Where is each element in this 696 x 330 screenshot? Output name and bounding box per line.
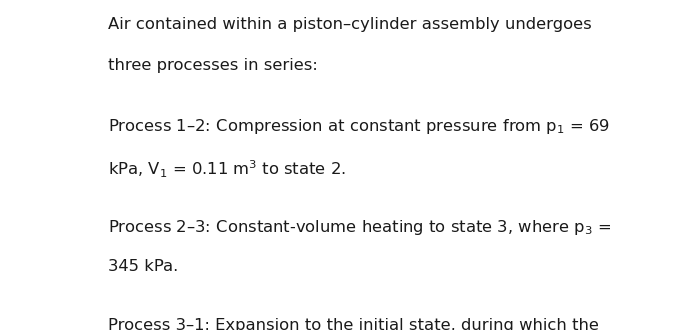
Text: Process 2–3: Constant-volume heating to state 3, where p$_{3}$ =: Process 2–3: Constant-volume heating to … [108, 218, 611, 237]
Text: kPa, V$_{1}$ = 0.11 m$^{3}$ to state 2.: kPa, V$_{1}$ = 0.11 m$^{3}$ to state 2. [108, 158, 346, 180]
Text: 345 kPa.: 345 kPa. [108, 259, 178, 274]
Text: Process 1–2: Compression at constant pressure from p$_{1}$ = 69: Process 1–2: Compression at constant pre… [108, 117, 610, 136]
Text: Air contained within a piston–cylinder assembly undergoes: Air contained within a piston–cylinder a… [108, 16, 592, 31]
Text: three processes in series:: three processes in series: [108, 58, 317, 73]
Text: Process 3–1: Expansion to the initial state, during which the: Process 3–1: Expansion to the initial st… [108, 318, 599, 330]
